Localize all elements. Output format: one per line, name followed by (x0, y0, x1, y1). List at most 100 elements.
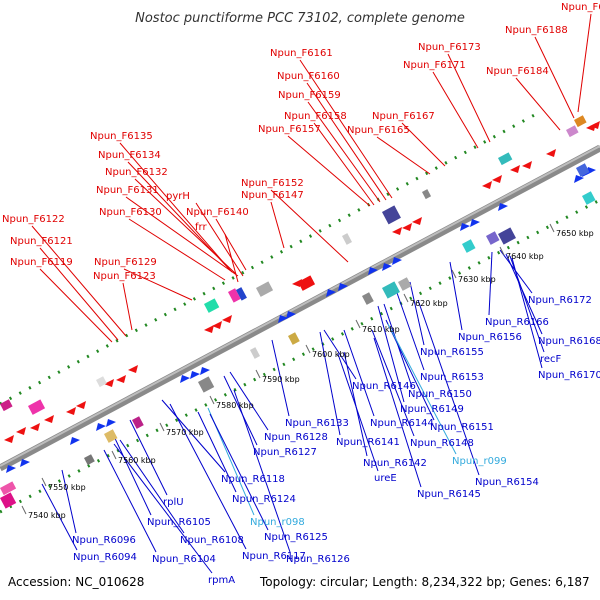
label-uree[interactable]: ureE (374, 473, 397, 484)
label-npun-r6127[interactable]: Npun_R6127 (253, 447, 317, 458)
label-npun-f6119[interactable]: Npun_F6119 (10, 257, 73, 268)
label-npun-r6172[interactable]: Npun_R6172 (528, 295, 592, 306)
label-npun-r6105[interactable]: Npun_R6105 (147, 517, 211, 528)
leader-uree (337, 353, 379, 472)
label-pyrh[interactable]: pyrH (166, 191, 190, 202)
label-recf[interactable]: recF (540, 354, 562, 365)
accession-text: Accession: NC_010628 (8, 575, 144, 589)
reverse-gene-arrow-6 (190, 371, 200, 379)
label-npun-f6167[interactable]: Npun_F6167 (372, 111, 435, 122)
label-npun-f6173[interactable]: Npun_F6173 (418, 42, 481, 53)
label-npun-r6133[interactable]: Npun_R6133 (285, 418, 349, 429)
gene-block-5 (236, 287, 247, 301)
leader-npun-r6151 (385, 319, 435, 421)
gene-block-11 (574, 115, 587, 128)
label-npun-f6130[interactable]: Npun_F6130 (99, 207, 162, 218)
label-npun-r6141[interactable]: Npun_R6141 (336, 437, 400, 448)
label-npun-r6153[interactable]: Npun_R6153 (420, 372, 484, 383)
leader-npun-r099 (387, 323, 457, 455)
label-npun-r6156[interactable]: Npun_R6156 (458, 332, 522, 343)
kbp-tick-3 (159, 422, 165, 432)
label-npun-f6140[interactable]: Npun_F6140 (186, 207, 249, 218)
label-npun-f6184[interactable]: Npun_F6184 (486, 66, 549, 77)
label-npun-f6129[interactable]: Npun_F6129 (94, 257, 157, 268)
leader-npun-f6130 (128, 218, 226, 281)
reverse-gene-arrow-3 (96, 423, 106, 431)
kbp-tick-9 (451, 269, 457, 279)
gene-block-6 (256, 281, 274, 297)
label-npun-f6122[interactable]: Npun_F6122 (2, 214, 65, 225)
label-npun-f6152[interactable]: Npun_F6152 (241, 178, 304, 189)
label-npun-r6142[interactable]: Npun_R6142 (363, 458, 427, 469)
leader-npun-f6173 (447, 53, 491, 143)
label-npun-f6134[interactable]: Npun_F6134 (98, 150, 161, 161)
forward-gene-arrow-20 (522, 161, 532, 169)
reverse-gene-arrow-16 (470, 219, 480, 227)
label-npun-r6128[interactable]: Npun_R6128 (264, 432, 328, 443)
label-npun-r6149[interactable]: Npun_R6149 (400, 404, 464, 415)
reverse-gene-arrow-15 (460, 223, 470, 231)
label-npun-r6170[interactable]: Npun_R6170 (538, 370, 600, 381)
kbp-label-2: 7560 kbp (118, 456, 156, 465)
label-rpma[interactable]: rpmA (208, 575, 235, 586)
leader-npun-f6188 (534, 36, 575, 119)
leader-npun-f6161 (299, 59, 393, 199)
leader-npun-r6148 (371, 329, 415, 437)
label-npun-r6168[interactable]: Npun_R6168 (538, 336, 600, 347)
label-npun-r6154[interactable]: Npun_R6154 (475, 477, 539, 488)
label-npun-r6125[interactable]: Npun_R6125 (264, 532, 328, 543)
label-npun-r6146[interactable]: Npun_R6146 (352, 381, 416, 392)
forward-gene-arrow-10 (212, 321, 222, 329)
label-npun-f6132[interactable]: Npun_F6132 (105, 167, 168, 178)
label-rplu[interactable]: rplU (163, 497, 184, 508)
label-npun-f6147[interactable]: Npun_F6147 (241, 190, 304, 201)
gene-block-107 (361, 292, 374, 305)
label-npun-r6155[interactable]: Npun_R6155 (420, 347, 484, 358)
label-npun-f6171[interactable]: Npun_F6171 (403, 60, 466, 71)
label-npun-f6161[interactable]: Npun_F6161 (270, 48, 333, 59)
gene-block-9 (498, 152, 513, 166)
leader-npun-f6131 (125, 196, 239, 277)
leader-npun-f6152 (270, 189, 349, 263)
kbp-label-0: 7540 kbp (28, 511, 66, 520)
label-npun-r6117[interactable]: Npun_R6117 (242, 551, 306, 562)
label-npun-f6158[interactable]: Npun_F6158 (284, 111, 347, 122)
label-npun-r6144[interactable]: Npun_R6144 (370, 418, 434, 429)
label-npun-f6160[interactable]: Npun_F6160 (277, 71, 340, 82)
label-npun-r099[interactable]: Npun_r099 (452, 456, 507, 467)
label-npun-f6135[interactable]: Npun_F6135 (90, 131, 153, 142)
label-npun-r6124[interactable]: Npun_R6124 (232, 494, 296, 505)
label-npun-f6189[interactable]: Npun_F6189 (561, 2, 600, 13)
kbp-label-4: 7580 kbp (216, 401, 254, 410)
leader-npun-f6159 (307, 101, 381, 203)
kbp-label-10: 7640 kbp (506, 252, 544, 261)
label-npun-f6123[interactable]: Npun_F6123 (93, 271, 156, 282)
leader-npun-r6118 (161, 399, 226, 473)
gene-block-7 (382, 205, 401, 225)
label-npun-f6131[interactable]: Npun_F6131 (96, 185, 159, 196)
forward-gene-arrow-8 (128, 365, 138, 373)
gene-block-102 (84, 454, 95, 466)
label-npun-r6166[interactable]: Npun_R6166 (485, 317, 549, 328)
label-frr[interactable]: frr (195, 222, 207, 233)
label-npun-f6188[interactable]: Npun_F6188 (505, 25, 568, 36)
label-npun-r6108[interactable]: Npun_R6108 (180, 535, 244, 546)
label-npun-f6165[interactable]: Npun_F6165 (347, 125, 410, 136)
kbp-tick-7 (355, 319, 361, 329)
label-npun-r6096[interactable]: Npun_R6096 (72, 535, 136, 546)
label-npun-f6159[interactable]: Npun_F6159 (278, 90, 341, 101)
label-npun-r6148[interactable]: Npun_R6148 (410, 438, 474, 449)
label-npun-f6157[interactable]: Npun_F6157 (258, 124, 321, 135)
label-npun-r6145[interactable]: Npun_R6145 (417, 489, 481, 500)
leader-npun-r6133 (271, 339, 290, 417)
leader-npun-f6135 (119, 142, 231, 271)
label-npun-r6118[interactable]: Npun_R6118 (221, 474, 285, 485)
gene-features (0, 115, 600, 509)
label-npun-r6094[interactable]: Npun_R6094 (73, 552, 137, 563)
label-npun-r6150[interactable]: Npun_R6150 (408, 389, 472, 400)
label-npun-r6104[interactable]: Npun_R6104 (152, 554, 216, 565)
label-npun-r098[interactable]: Npun_r098 (250, 517, 305, 528)
label-npun-r6151[interactable]: Npun_R6151 (430, 422, 494, 433)
label-npun-f6121[interactable]: Npun_F6121 (10, 236, 73, 247)
label-npun-r6126[interactable]: Npun_R6126 (286, 554, 350, 565)
